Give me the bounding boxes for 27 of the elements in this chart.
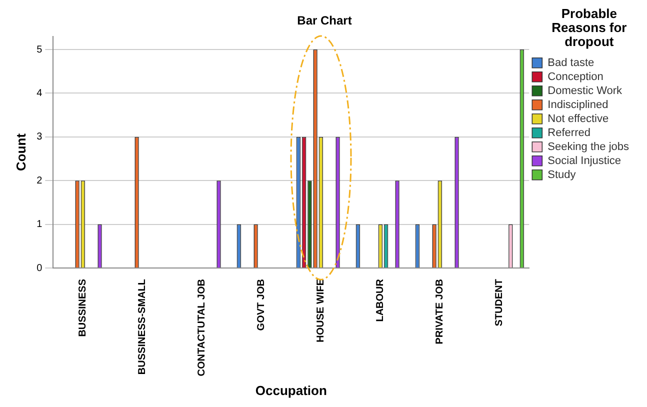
x-tick-label: STUDENT [494,279,506,326]
legend-label: Study [548,168,576,181]
y-tick-label: 0 [36,262,43,274]
y-axis-title: Count [13,132,28,171]
legend-label: Bad taste [548,56,594,69]
y-tick-label: 5 [36,44,43,56]
x-axis-title: Occupation [255,382,327,398]
x-tick-label: BUSSINESS [78,278,89,337]
legend-label: Seeking the jobs [548,140,630,153]
legend-label: Referred [548,126,590,139]
x-tick-label: HOUSE WIFE [316,278,327,342]
legend-label: Indisciplined [548,98,608,111]
legend-label: Not effective [548,112,609,125]
y-tick-label: 3 [36,132,43,143]
legend-label: Social Injustice [548,154,622,167]
chart-title: Bar Chart [297,14,352,28]
legend-title: Probable Reasons for dropout [552,6,627,50]
y-tick-label: 1 [36,219,43,230]
x-tick-label: BUSSINESS-SMALL [137,279,148,375]
x-tick-label: GOVT JOB [256,279,268,331]
x-tick-label: LABOUR [375,278,386,322]
y-tick-label: 4 [36,88,43,99]
legend-label: Domestic Work [548,84,623,97]
legend-label: Conception [548,70,604,83]
y-tick-label: 2 [36,175,43,186]
x-tick-label: CONTACTUTAL JOB [196,279,208,376]
x-tick-label: PRIVATE JOB [434,279,446,344]
